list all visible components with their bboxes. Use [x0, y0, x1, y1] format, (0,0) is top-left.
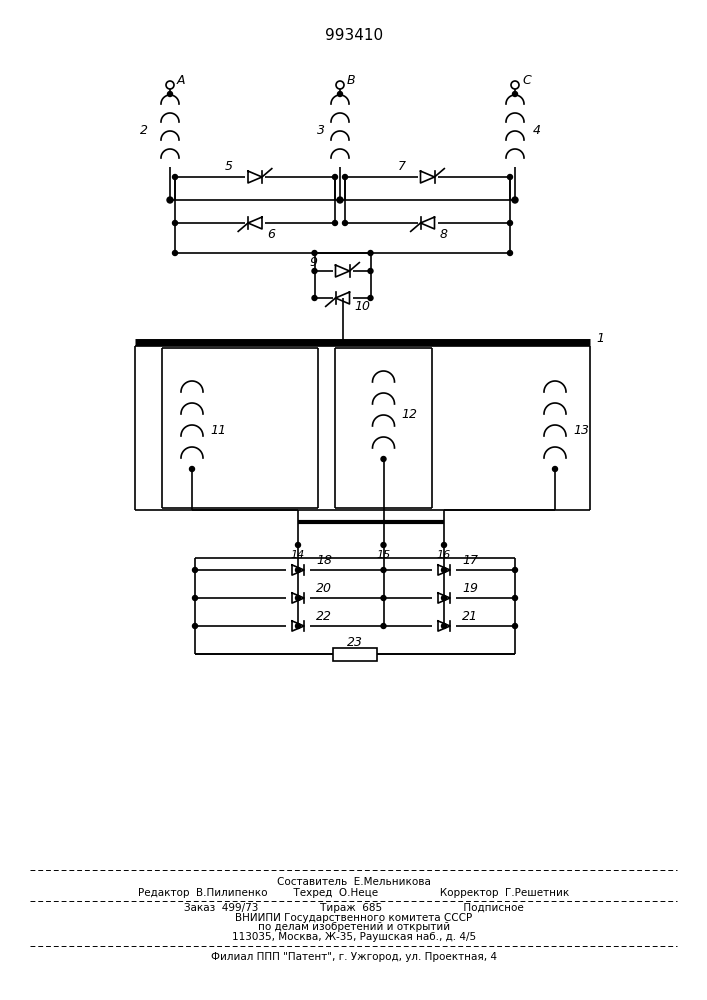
Circle shape [381, 568, 386, 572]
Text: C: C [522, 74, 531, 87]
Circle shape [441, 568, 447, 572]
Text: Заказ  499/73                   Тираж  685                         Подписное: Заказ 499/73 Тираж 685 Подписное [184, 903, 524, 913]
Text: 10: 10 [354, 300, 370, 312]
Circle shape [173, 250, 177, 255]
Circle shape [512, 197, 518, 203]
Circle shape [312, 296, 317, 300]
Text: 993410: 993410 [325, 27, 383, 42]
Circle shape [441, 624, 447, 629]
Circle shape [192, 624, 197, 629]
Text: 14: 14 [291, 550, 305, 560]
Text: 12: 12 [402, 408, 418, 422]
Text: 19: 19 [462, 582, 478, 595]
Text: 20: 20 [316, 582, 332, 595]
Circle shape [381, 456, 386, 462]
Text: 16: 16 [437, 550, 451, 560]
Text: 2: 2 [140, 124, 148, 137]
Text: 4: 4 [533, 124, 541, 137]
Text: 8: 8 [440, 228, 448, 240]
Circle shape [511, 81, 519, 89]
Circle shape [513, 624, 518, 629]
Circle shape [381, 595, 386, 600]
Text: Составитель  Е.Мельникова: Составитель Е.Мельникова [277, 877, 431, 887]
Circle shape [296, 624, 300, 629]
Circle shape [332, 174, 337, 180]
Text: 7: 7 [397, 159, 406, 172]
Bar [333, 648, 377, 660]
Circle shape [368, 268, 373, 273]
Circle shape [513, 92, 518, 97]
Text: 23: 23 [347, 636, 363, 648]
Circle shape [342, 221, 348, 226]
Text: ВНИИПИ Государственного комитета СССР: ВНИИПИ Государственного комитета СССР [235, 913, 472, 923]
Circle shape [166, 81, 174, 89]
Text: 9: 9 [310, 256, 317, 269]
Circle shape [312, 268, 317, 273]
Text: 21: 21 [462, 610, 478, 624]
Text: 22: 22 [316, 610, 332, 624]
Text: 15: 15 [376, 550, 391, 560]
Text: 11: 11 [210, 424, 226, 436]
Circle shape [513, 595, 518, 600]
Text: 1: 1 [596, 332, 604, 346]
Circle shape [336, 81, 344, 89]
Circle shape [337, 92, 342, 97]
Circle shape [368, 296, 373, 300]
Text: 3: 3 [317, 124, 325, 137]
Text: 113035, Москва, Ж-35, Раушская наб., д. 4/5: 113035, Москва, Ж-35, Раушская наб., д. … [232, 932, 476, 942]
Circle shape [508, 221, 513, 226]
Circle shape [337, 197, 343, 203]
Circle shape [173, 174, 177, 180]
Text: 5: 5 [225, 159, 233, 172]
Text: по делам изобретений и открытий: по делам изобретений и открытий [258, 922, 450, 932]
Text: A: A [177, 74, 185, 87]
Circle shape [167, 197, 173, 203]
Circle shape [189, 466, 194, 472]
Circle shape [332, 221, 337, 226]
Text: Филиал ППП "Патент", г. Ужгород, ул. Проектная, 4: Филиал ППП "Патент", г. Ужгород, ул. Про… [211, 952, 497, 962]
Text: B: B [347, 74, 356, 87]
Circle shape [508, 174, 513, 180]
Circle shape [508, 250, 513, 255]
Text: 6: 6 [267, 228, 275, 240]
Circle shape [381, 542, 386, 548]
Circle shape [192, 595, 197, 600]
Circle shape [368, 250, 373, 255]
Circle shape [312, 250, 317, 255]
Text: Редактор  В.Пилипенко        Техред  О.Неце                   Корректор  Г.Решет: Редактор В.Пилипенко Техред О.Неце Корре… [139, 888, 570, 898]
Circle shape [513, 568, 518, 572]
Circle shape [296, 595, 300, 600]
Circle shape [296, 568, 300, 572]
Circle shape [173, 221, 177, 226]
Text: 18: 18 [316, 554, 332, 568]
Circle shape [296, 542, 300, 548]
Circle shape [552, 466, 558, 472]
Circle shape [441, 542, 447, 548]
Circle shape [441, 595, 447, 600]
Text: 17: 17 [462, 554, 478, 568]
Circle shape [342, 174, 348, 180]
Text: 13: 13 [573, 424, 589, 436]
Circle shape [168, 92, 173, 97]
Circle shape [381, 624, 386, 629]
Circle shape [192, 568, 197, 572]
